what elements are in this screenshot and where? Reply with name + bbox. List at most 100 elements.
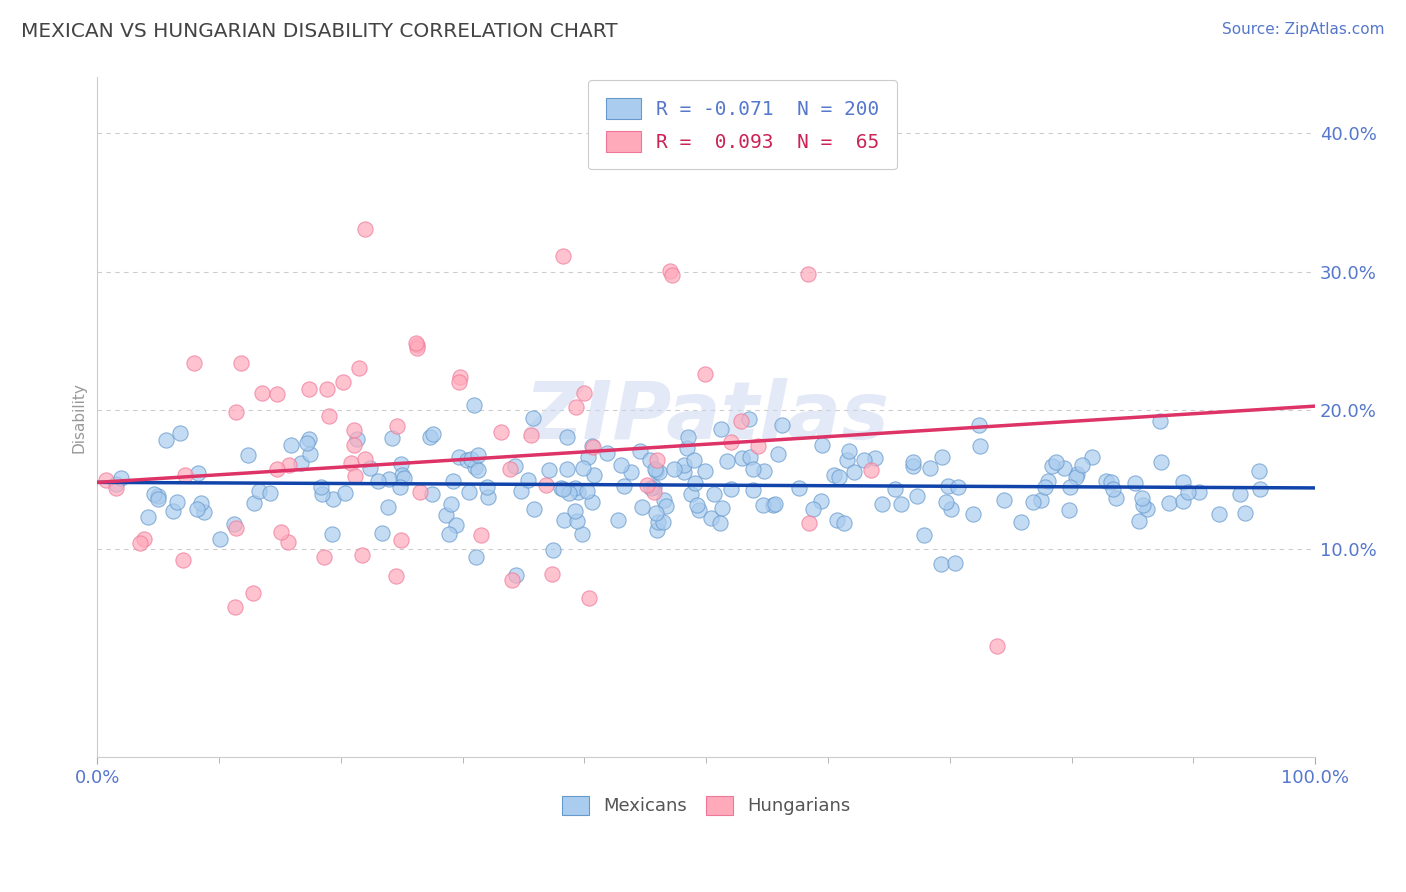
Point <box>166 495 188 509</box>
Point <box>353 222 375 236</box>
Point <box>489 425 512 439</box>
Point <box>752 499 775 513</box>
Point <box>186 501 208 516</box>
Point <box>172 553 194 567</box>
Point <box>229 357 252 371</box>
Point <box>277 535 299 549</box>
Point <box>509 483 531 498</box>
Point <box>648 465 671 479</box>
Point <box>381 431 404 445</box>
Point <box>747 439 769 453</box>
Point <box>731 450 754 465</box>
Point <box>105 476 128 491</box>
Point <box>870 497 893 511</box>
Text: MEXICAN VS HUNGARIAN DISABILITY CORRELATION CHART: MEXICAN VS HUNGARIAN DISABILITY CORRELAT… <box>21 22 617 41</box>
Point <box>551 250 574 264</box>
Point <box>193 504 215 518</box>
Point <box>838 443 860 458</box>
Point <box>146 489 169 503</box>
Point <box>266 462 288 476</box>
Point <box>332 375 354 389</box>
Point <box>969 439 991 453</box>
Point <box>1128 515 1150 529</box>
Point <box>1066 467 1088 482</box>
Point <box>912 527 935 541</box>
Point <box>1070 458 1092 473</box>
Point <box>422 427 444 442</box>
Point <box>576 484 599 499</box>
Point <box>1229 487 1251 501</box>
Point <box>581 495 603 509</box>
Point <box>1177 485 1199 500</box>
Point <box>169 426 191 441</box>
Point <box>441 475 464 489</box>
Point <box>564 481 586 495</box>
Point <box>678 429 700 443</box>
Point <box>1132 491 1154 505</box>
Point <box>675 441 697 455</box>
Point <box>686 498 709 512</box>
Point <box>918 461 941 475</box>
Point <box>550 481 572 495</box>
Point <box>884 482 907 496</box>
Point <box>1052 461 1074 475</box>
Point <box>555 430 578 444</box>
Point <box>346 432 368 446</box>
Point <box>343 468 366 483</box>
Legend: Mexicans, Hungarians: Mexicans, Hungarians <box>555 789 858 822</box>
Point <box>389 533 412 548</box>
Point <box>1022 495 1045 509</box>
Point <box>986 639 1008 653</box>
Point <box>225 405 247 419</box>
Point <box>595 446 617 460</box>
Point <box>1149 414 1171 428</box>
Point <box>477 490 499 504</box>
Point <box>458 485 481 500</box>
Point <box>931 450 953 464</box>
Point <box>1101 482 1123 496</box>
Point <box>318 409 340 424</box>
Point <box>136 510 159 524</box>
Point <box>1095 474 1118 488</box>
Point <box>449 370 471 384</box>
Point <box>420 487 443 501</box>
Point <box>583 467 606 482</box>
Point <box>190 496 212 510</box>
Point <box>225 521 247 535</box>
Point <box>711 501 734 516</box>
Point <box>1208 507 1230 521</box>
Point <box>1081 450 1104 464</box>
Point <box>644 506 666 520</box>
Point <box>962 508 984 522</box>
Point <box>582 440 605 454</box>
Point <box>1010 515 1032 529</box>
Point <box>652 516 675 530</box>
Point <box>842 465 865 479</box>
Point <box>250 386 273 401</box>
Point <box>377 500 399 514</box>
Point <box>620 465 643 479</box>
Point <box>209 533 232 547</box>
Point <box>738 450 761 464</box>
Point <box>852 453 875 467</box>
Point <box>541 566 564 581</box>
Point <box>827 470 849 484</box>
Point <box>187 466 209 480</box>
Point <box>238 448 260 462</box>
Point <box>314 549 336 564</box>
Point <box>644 462 666 476</box>
Point <box>343 438 366 452</box>
Point <box>146 492 169 507</box>
Point <box>576 450 599 464</box>
Point <box>367 474 389 488</box>
Point <box>132 533 155 547</box>
Point <box>860 462 883 476</box>
Point <box>1033 480 1056 494</box>
Point <box>392 471 415 485</box>
Point <box>929 557 952 571</box>
Point <box>1132 498 1154 512</box>
Point <box>801 502 824 516</box>
Point <box>672 458 695 472</box>
Point <box>654 492 676 507</box>
Point <box>343 423 366 437</box>
